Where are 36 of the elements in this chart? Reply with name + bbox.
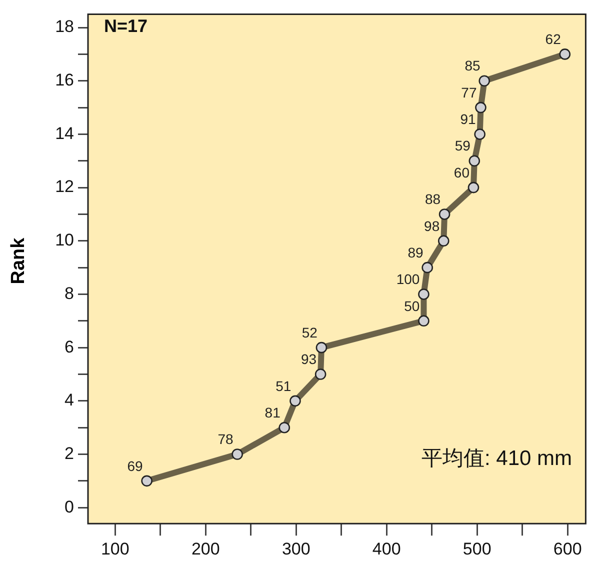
- y-tick-label: 8: [64, 284, 74, 303]
- annotation: 93: [300, 351, 317, 368]
- x-tick-label: 400: [372, 539, 401, 558]
- annotation: 60: [454, 164, 470, 180]
- y-tick-label: 0: [64, 497, 74, 516]
- y-tick-label: 2: [64, 444, 74, 463]
- annotation: 52: [302, 324, 318, 340]
- annotation: 69: [127, 458, 144, 474]
- y-tick-label: 18: [55, 17, 74, 36]
- annotation: 78: [218, 431, 234, 448]
- y-tick-label: 10: [55, 230, 74, 250]
- x-tick-label: 300: [282, 539, 310, 558]
- y-axis-title: Rank: [8, 238, 30, 284]
- annotation: 51: [276, 378, 292, 394]
- annotation: 59: [454, 138, 471, 154]
- annotation: 62: [545, 31, 562, 48]
- annotation: 91: [460, 111, 476, 128]
- x-tick-label: 100: [100, 539, 130, 558]
- y-tick-label: 6: [64, 337, 74, 356]
- annotation: 85: [464, 58, 481, 74]
- annotation: 89: [408, 244, 424, 260]
- y-tick-label: 14: [55, 124, 74, 143]
- y-tick-label: 4: [64, 390, 74, 410]
- annotation: 平均值: 410 mm: [421, 446, 572, 472]
- annotation: 100: [396, 271, 420, 288]
- x-tick-label: 500: [462, 539, 492, 558]
- annotation: 88: [424, 191, 441, 208]
- annotation: 77: [461, 84, 477, 100]
- y-tick-label: 16: [55, 70, 74, 90]
- x-tick-label: 600: [553, 539, 582, 558]
- annotation: 98: [424, 218, 440, 234]
- annotation: 50: [404, 298, 420, 314]
- annotation: N=17: [104, 16, 148, 37]
- annotation: 81: [264, 404, 281, 420]
- y-tick-label: 12: [55, 177, 74, 196]
- x-tick-label: 200: [191, 539, 220, 558]
